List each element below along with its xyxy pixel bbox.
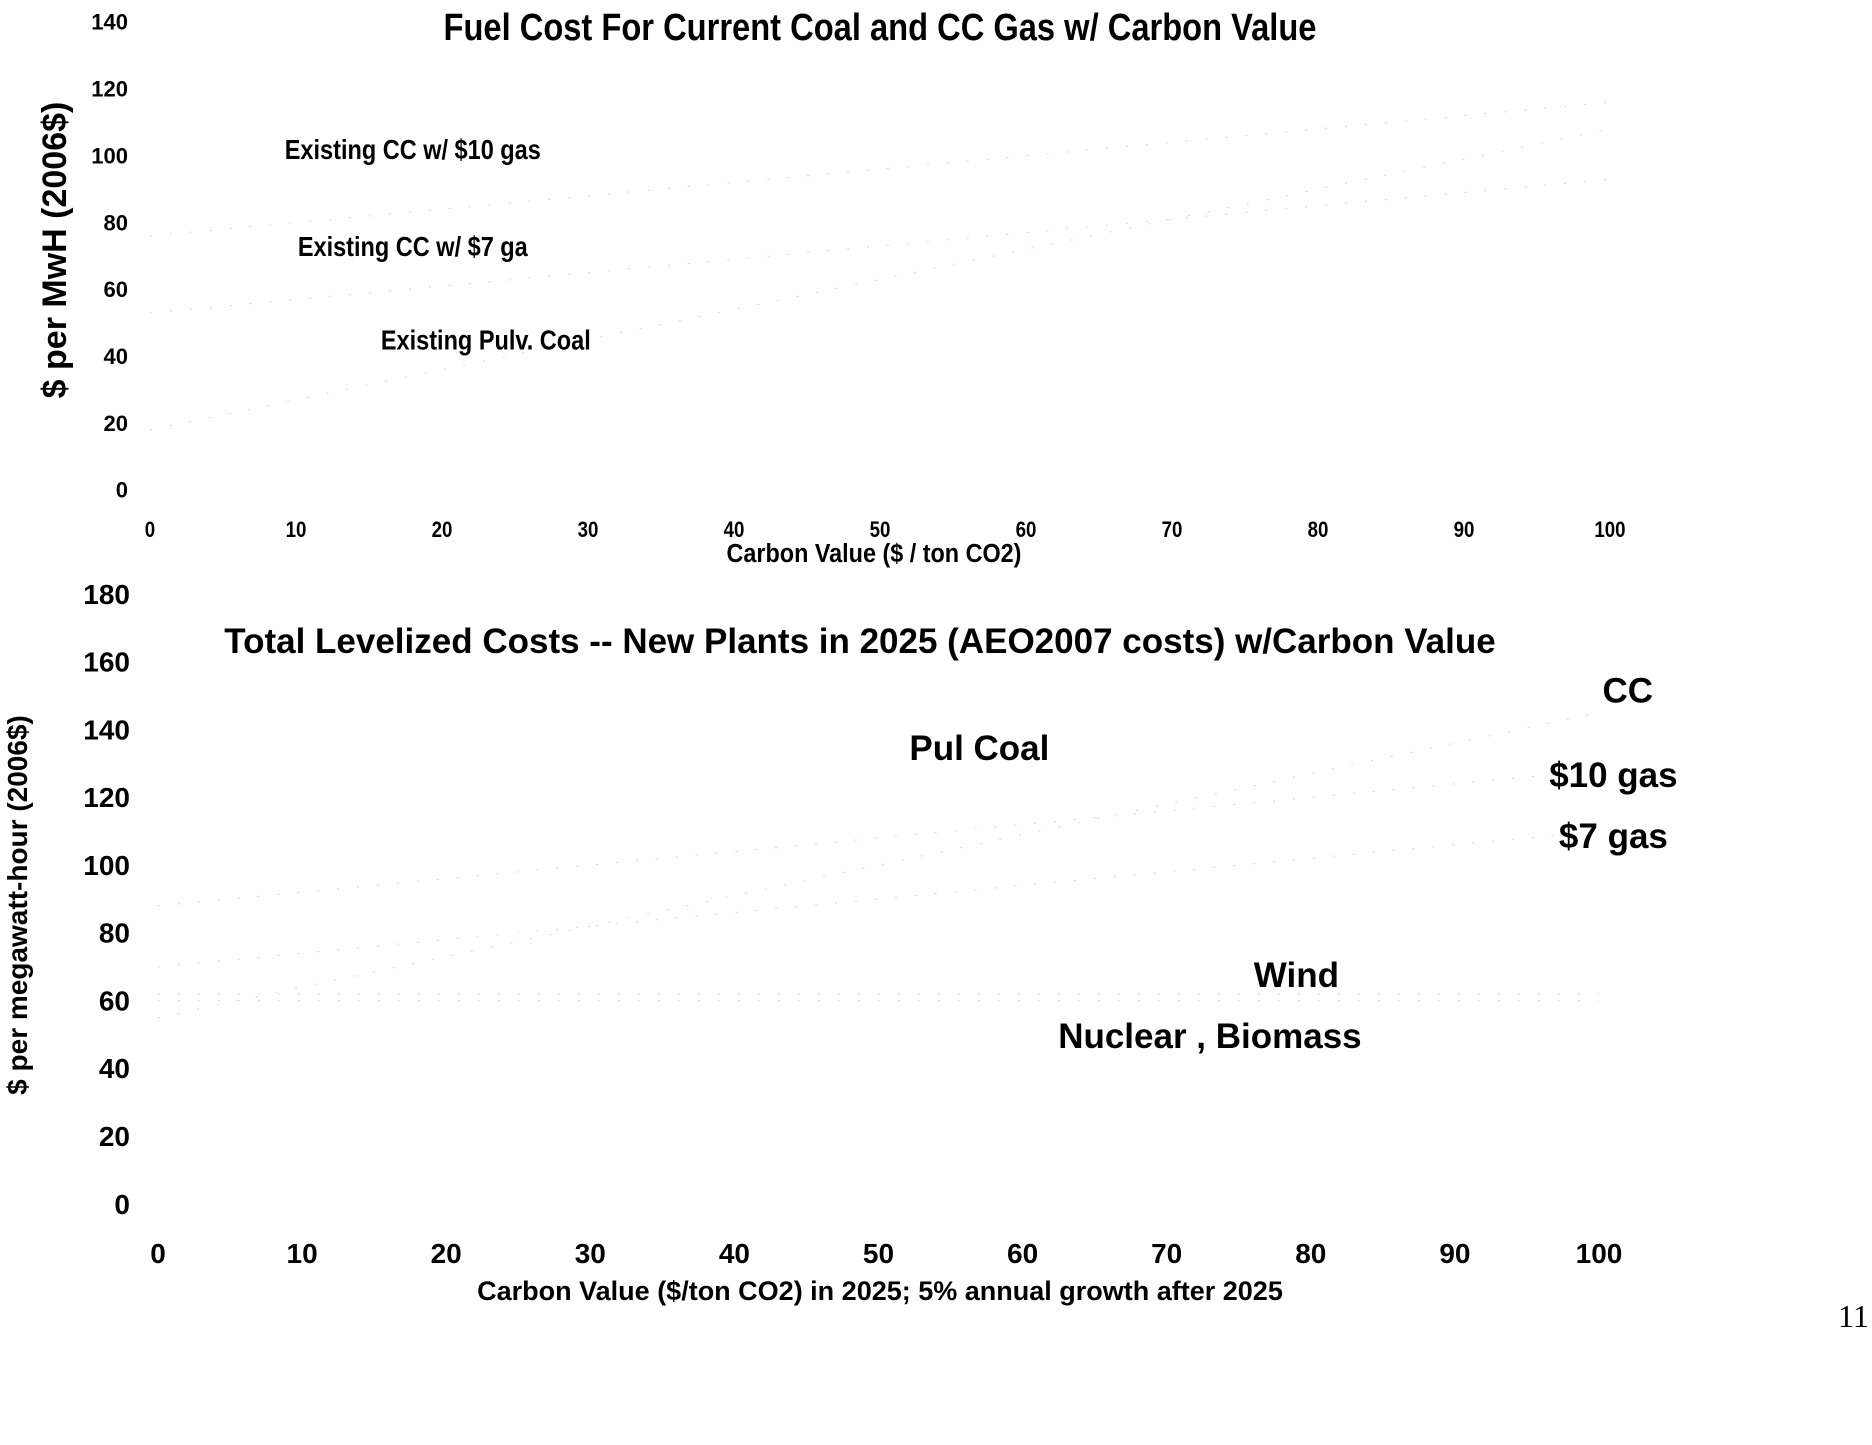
- series-line: [157, 712, 1600, 1019]
- x-tick-label: 70: [1151, 1238, 1182, 1269]
- x-axis-label: Carbon Value ($ / ton CO2): [727, 540, 1022, 568]
- x-tick-label: 30: [575, 1238, 606, 1269]
- x-tick-label: 10: [287, 1238, 318, 1269]
- x-tick-label: 40: [724, 519, 745, 543]
- series-annotation: $7 gas: [1559, 817, 1668, 856]
- y-tick-label: 80: [104, 210, 128, 235]
- y-tick-label: 140: [91, 10, 128, 35]
- x-tick-label: 0: [145, 519, 155, 543]
- y-tick-label: 60: [99, 985, 130, 1016]
- y-tick-label: 100: [83, 850, 130, 881]
- x-tick-label: 30: [578, 519, 599, 543]
- y-tick-label: 100: [91, 143, 128, 168]
- series-line: [157, 830, 1600, 968]
- y-tick-label: 0: [114, 1189, 130, 1220]
- chart-1: 0 10 20 30 40 50 60 70 80 90 100 0 20 40 60 80 100 120 140…: [36, 6, 1626, 569]
- series-line: [149, 101, 1611, 237]
- y-tick-label: 180: [83, 579, 130, 610]
- series-annotation: Pul Coal: [909, 729, 1049, 768]
- y-tick-label: 60: [104, 277, 128, 302]
- x-tick-label: 0: [150, 1238, 166, 1269]
- x-tick-label: 20: [431, 1238, 462, 1269]
- series-annotation: Existing CC w/ $7 ga: [298, 232, 528, 262]
- x-tick-label: 70: [1162, 519, 1183, 543]
- y-tick-label: 40: [99, 1053, 130, 1084]
- y-tick-label: 160: [83, 647, 130, 678]
- series-annotation: CC: [1603, 671, 1654, 710]
- x-tick-label: 100: [1576, 1238, 1623, 1269]
- y-axis-label: $ per MwH (2006$): [36, 102, 74, 399]
- x-tick-label: 100: [1594, 519, 1625, 543]
- chart-2: 0 10 20 30 40 50 60 70 80 90 100 0 20 40 60 80 100 120 140…: [2, 579, 1678, 1306]
- series-line: [149, 128, 1611, 431]
- series-annotation: Existing Pulv. Coal: [381, 326, 591, 356]
- page-number: 11: [1838, 1298, 1869, 1334]
- y-tick-label: 140: [83, 714, 130, 745]
- y-tick-label: 40: [104, 344, 128, 369]
- x-axis-label: Carbon Value ($/ton CO2) in 2025; 5% ann…: [477, 1276, 1283, 1306]
- y-tick-label: 20: [104, 411, 128, 436]
- x-tick-label: 60: [1016, 519, 1037, 543]
- chart-title: Fuel Cost For Current Coal and CC Gas w/…: [444, 6, 1317, 49]
- y-tick-label: 120: [91, 77, 128, 102]
- y-tick-label: 80: [99, 918, 130, 949]
- series-annotation: $10 gas: [1549, 756, 1677, 795]
- series-annotation: Nuclear , Biomass: [1058, 1017, 1361, 1056]
- y-tick-label: 120: [83, 782, 130, 813]
- series-line: [157, 769, 1600, 907]
- y-axis-label: $ per megawatt-hour (2006$): [2, 715, 33, 1095]
- series-line: [149, 178, 1611, 314]
- x-tick-label: 10: [286, 519, 307, 543]
- x-tick-label: 90: [1454, 519, 1475, 543]
- x-tick-label: 80: [1295, 1238, 1326, 1269]
- series-annotation: Existing CC w/ $10 gas: [285, 135, 541, 165]
- series-annotation: Wind: [1254, 956, 1339, 995]
- x-tick-label: 50: [863, 1238, 894, 1269]
- x-tick-label: 40: [719, 1238, 750, 1269]
- x-tick-label: 20: [432, 519, 453, 543]
- x-tick-label: 90: [1439, 1238, 1470, 1269]
- chart-title: Total Levelized Costs -- New Plants in 2…: [224, 622, 1495, 661]
- y-tick-label: 20: [99, 1121, 130, 1152]
- x-tick-label: 60: [1007, 1238, 1038, 1269]
- x-tick-label: 80: [1308, 519, 1329, 543]
- x-tick-label: 50: [870, 519, 891, 543]
- y-tick-label: 0: [116, 478, 128, 503]
